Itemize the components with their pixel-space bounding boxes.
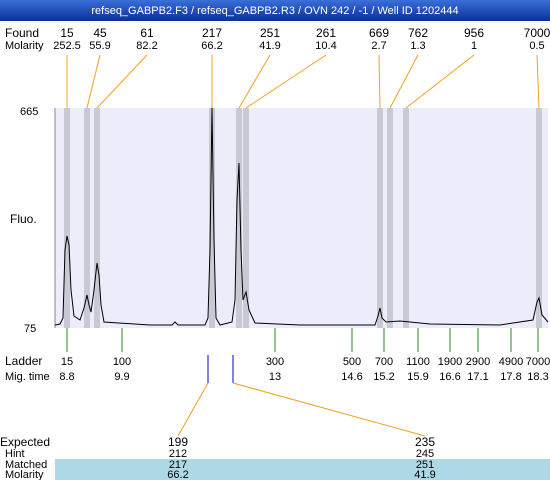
found-molarity: 82.2 <box>136 40 157 52</box>
peak-band <box>64 108 70 328</box>
ladder-time: 8.8 <box>59 371 74 383</box>
ladder-time: 17.1 <box>467 371 488 383</box>
found-size: 956 <box>464 26 484 40</box>
found-size: 217 <box>202 26 222 40</box>
title-bar <box>0 0 550 21</box>
found-molarity: 1.3 <box>410 40 425 52</box>
found-molarity: 252.5 <box>53 40 81 52</box>
ladder-label: Ladder <box>5 354 42 368</box>
peak-link <box>389 54 419 109</box>
peak-band <box>209 108 215 328</box>
peak-link <box>378 54 381 109</box>
expected-value: 66.2 <box>167 469 188 480</box>
ladder-size: 4900 <box>499 356 523 368</box>
found-size: 15 <box>60 26 74 40</box>
plot-area <box>55 108 548 328</box>
found-size: 7000 <box>524 26 550 40</box>
expected-value: 199 <box>168 435 188 449</box>
expected-row-label: Matched <box>5 459 47 471</box>
ladder-size: 100 <box>113 356 131 368</box>
peak-link <box>245 54 327 109</box>
found-size: 61 <box>140 26 154 40</box>
found-size: 261 <box>316 26 336 40</box>
expected-value: 217 <box>169 459 187 471</box>
ladder-size: 2900 <box>466 356 490 368</box>
y-bottom-label: 75 <box>24 323 36 335</box>
peak-link <box>238 54 271 109</box>
expected-link <box>232 382 426 437</box>
peak-band <box>243 108 249 328</box>
found-molarity: 0.5 <box>529 40 544 52</box>
peak-link <box>86 54 101 109</box>
ladder-time: 15.9 <box>407 371 428 383</box>
peak-band <box>377 108 383 328</box>
ladder-time: 9.9 <box>114 371 129 383</box>
matched-highlight <box>55 459 550 480</box>
ladder-time: 17.8 <box>500 371 521 383</box>
found-molarity: 41.9 <box>259 40 280 52</box>
found-molarity: 10.4 <box>315 40 336 52</box>
ladder-size: 700 <box>375 356 393 368</box>
peak-band <box>403 108 409 328</box>
found-molarity: 1 <box>471 40 477 52</box>
peak-band <box>84 108 90 328</box>
peak-band <box>236 108 242 328</box>
found-size: 251 <box>260 26 280 40</box>
expected-value: 245 <box>416 448 434 460</box>
ladder-size: 7000 <box>526 356 550 368</box>
expected-value: 212 <box>169 448 187 460</box>
ladder-time: 15.2 <box>373 371 394 383</box>
peak-band <box>536 108 542 328</box>
peak-link <box>405 54 475 109</box>
ladder-time: 14.6 <box>341 371 362 383</box>
ladder-size: 300 <box>266 356 284 368</box>
expected-row-label: Molarity <box>5 469 44 480</box>
molarity-label: Molarity <box>5 40 44 52</box>
expected-row-label: Hint <box>5 448 25 460</box>
ladder-size: 500 <box>343 356 361 368</box>
ladder-size: 1100 <box>406 356 430 368</box>
found-label: Found <box>5 26 39 40</box>
peak-band <box>387 108 393 328</box>
mig-time-label: Mig. time <box>5 371 50 383</box>
trace <box>54 107 549 326</box>
found-size: 45 <box>93 26 107 40</box>
y-top-label: 665 <box>20 106 38 118</box>
ladder-size: 1900 <box>438 356 462 368</box>
expected-value: 251 <box>416 459 434 471</box>
peak-link <box>536 54 540 109</box>
found-size: 762 <box>408 26 428 40</box>
expected-value: 235 <box>415 435 435 449</box>
expected-row-label: Expected <box>0 435 50 449</box>
peak-band <box>94 108 100 328</box>
ladder-time: 16.6 <box>439 371 460 383</box>
found-molarity: 55.9 <box>89 40 110 52</box>
ladder-time: 13 <box>269 371 281 383</box>
found-molarity: 2.7 <box>371 40 386 52</box>
peak-link <box>96 54 148 109</box>
title: refseq_GABPB2.F3 / refseq_GABPB2.R3 / OV… <box>91 5 458 17</box>
y-axis-label: Fluo. <box>10 212 37 226</box>
expected-value: 41.9 <box>414 469 435 480</box>
ladder-size: 15 <box>61 356 73 368</box>
found-molarity: 66.2 <box>201 40 222 52</box>
ladder-time: 18.3 <box>527 371 548 383</box>
found-size: 669 <box>369 26 389 40</box>
expected-link <box>177 382 209 437</box>
